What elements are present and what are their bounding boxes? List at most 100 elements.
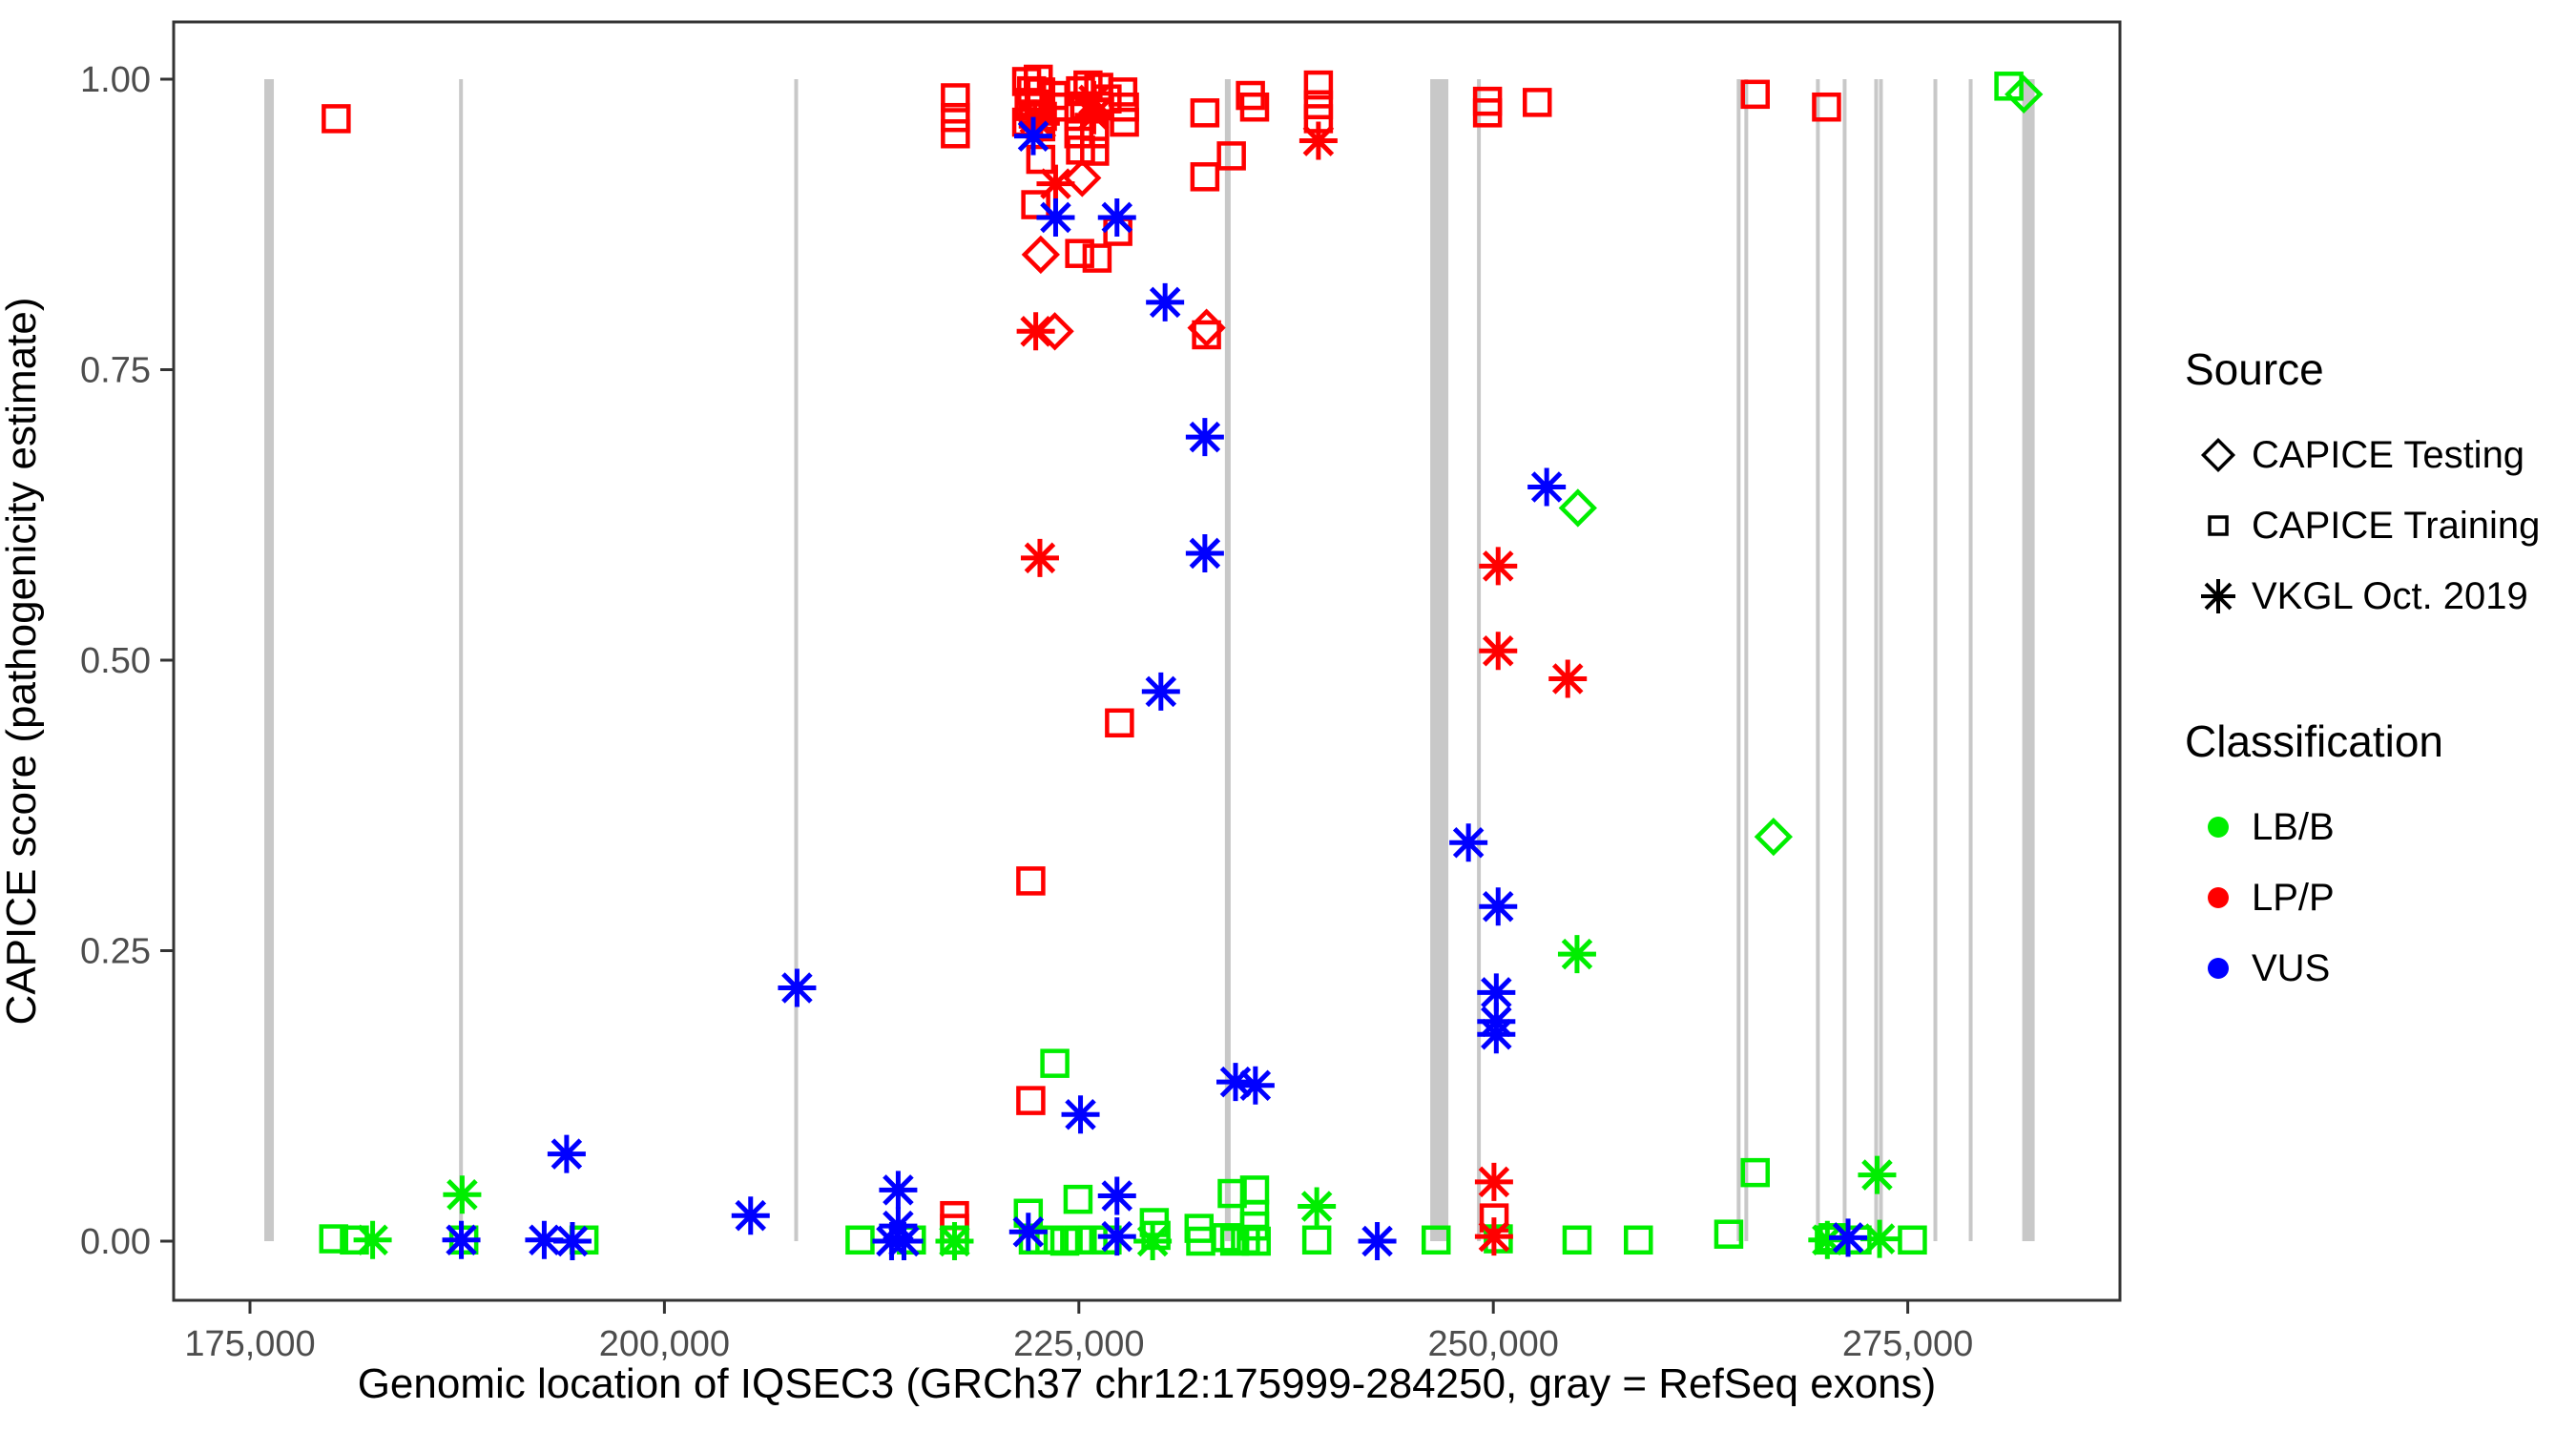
- data-point-square: [1080, 136, 1110, 166]
- data-point-star: [1061, 1095, 1100, 1134]
- data-point-star: [1557, 935, 1596, 974]
- class-dot-icon: [2185, 798, 2252, 856]
- data-point-square: [1063, 1184, 1093, 1214]
- data-point-star: [1479, 887, 1518, 926]
- x-tick-label: 175,000: [184, 1324, 315, 1364]
- data-point-star: [879, 1171, 918, 1210]
- exon-bar: [1477, 79, 1482, 1241]
- plot-panel-border: [172, 20, 2122, 1302]
- data-point-star: [1860, 1219, 1900, 1258]
- y-tick-label: 0.75: [80, 351, 151, 391]
- exon-bar: [1224, 79, 1231, 1241]
- data-point-square: [1190, 98, 1220, 128]
- data-point-square: [1239, 92, 1270, 122]
- data-point-star: [1358, 1222, 1397, 1260]
- data-point-square: [1190, 162, 1220, 192]
- legend-item-square: CAPICE Training: [2185, 490, 2566, 561]
- x-tick-label: 250,000: [1428, 1324, 1559, 1364]
- exon-bar: [459, 79, 464, 1241]
- data-point-diamond: [1558, 488, 1597, 528]
- data-point-star: [442, 1220, 481, 1259]
- data-point-star: [1036, 164, 1075, 203]
- data-point-star: [731, 1196, 770, 1235]
- data-point-square: [1239, 1211, 1270, 1241]
- data-point-star: [935, 1222, 974, 1260]
- star-icon: [2185, 568, 2252, 625]
- data-point-square: [1065, 238, 1094, 268]
- data-point-square: [1562, 1225, 1592, 1255]
- legend-item-label: LP/P: [2252, 876, 2335, 919]
- data-point-star: [1216, 1063, 1255, 1102]
- data-point-star: [1020, 538, 1059, 577]
- data-point-star: [443, 1175, 482, 1214]
- legend-item-label: CAPICE Training: [2252, 504, 2541, 547]
- data-point-star: [1097, 197, 1136, 237]
- data-point-star: [353, 1220, 392, 1259]
- legend-source-title: Source: [2185, 344, 2324, 394]
- y-axis-title: CAPICE score (pathogenicity estimate): [0, 297, 45, 1026]
- data-point-square: [1898, 1225, 1927, 1255]
- exon-bar: [1933, 79, 1938, 1241]
- data-point-star: [1474, 1162, 1513, 1201]
- exon-bar: [264, 79, 275, 1241]
- legend-item-label: CAPICE Testing: [2252, 433, 2525, 476]
- data-point-square: [1217, 1178, 1247, 1209]
- data-point-star: [1858, 1155, 1897, 1194]
- data-point-diamond: [2005, 74, 2044, 114]
- y-tick-label: 0.00: [80, 1222, 151, 1262]
- data-point-star: [1479, 547, 1518, 586]
- data-point-square: [1192, 320, 1221, 350]
- data-point-diamond: [1187, 308, 1226, 347]
- legend: Source CAPICE Testing CAPICE Training VKGL…: [2185, 343, 2566, 1004]
- data-point-square: [845, 1225, 875, 1255]
- legend-item-label: VKGL Oct. 2019: [2252, 574, 2528, 617]
- data-point-star: [778, 968, 817, 1007]
- legend-item-label: LB/B: [2252, 805, 2335, 848]
- data-point-star: [1008, 1213, 1048, 1252]
- data-point-star: [1097, 1176, 1136, 1215]
- y-tick-label: 0.50: [80, 641, 151, 681]
- data-point-star: [1021, 104, 1060, 143]
- data-point-square: [1472, 98, 1503, 128]
- data-point-star: [1074, 95, 1113, 135]
- y-tick-label: 0.25: [80, 932, 151, 972]
- data-point-star: [1527, 467, 1567, 507]
- data-point-square: [1212, 1223, 1241, 1253]
- legend-item-class-dot: VUS: [2185, 933, 2566, 1004]
- data-point-square: [1740, 1157, 1770, 1188]
- data-point-star: [1014, 116, 1053, 156]
- exon-bar: [1744, 79, 1749, 1241]
- data-point-star: [1298, 1187, 1337, 1226]
- data-point-square: [1623, 1225, 1653, 1255]
- data-point-square: [1064, 118, 1094, 149]
- exon-bar: [2022, 79, 2035, 1241]
- data-point-square: [1082, 243, 1112, 273]
- data-point-star: [1036, 197, 1075, 237]
- data-point-diamond: [1754, 817, 1794, 857]
- data-point-star: [879, 1207, 918, 1246]
- legend-item-label: VUS: [2252, 946, 2331, 989]
- data-point-square: [1021, 190, 1050, 219]
- data-point-square: [1714, 1219, 1744, 1249]
- data-point-square: [1040, 1048, 1070, 1078]
- data-point-square: [941, 83, 970, 113]
- data-point-square: [941, 118, 970, 149]
- data-point-square: [1216, 141, 1246, 171]
- x-tick-label: 225,000: [1013, 1324, 1144, 1364]
- data-point-square: [322, 104, 351, 134]
- exon-bar: [1816, 79, 1820, 1241]
- data-point-diamond: [1021, 235, 1060, 275]
- data-point-star: [552, 1222, 592, 1260]
- data-point-square: [1303, 70, 1334, 100]
- square-icon: [2185, 497, 2252, 554]
- data-point-star: [1474, 1217, 1513, 1256]
- x-tick-label: 275,000: [1842, 1324, 1973, 1364]
- data-point-square: [1110, 92, 1139, 122]
- data-point-square: [1522, 88, 1552, 117]
- data-point-star: [1829, 1218, 1868, 1257]
- data-point-square: [1016, 1086, 1046, 1115]
- data-point-square: [1110, 107, 1139, 137]
- class-dot-icon: [2185, 869, 2252, 926]
